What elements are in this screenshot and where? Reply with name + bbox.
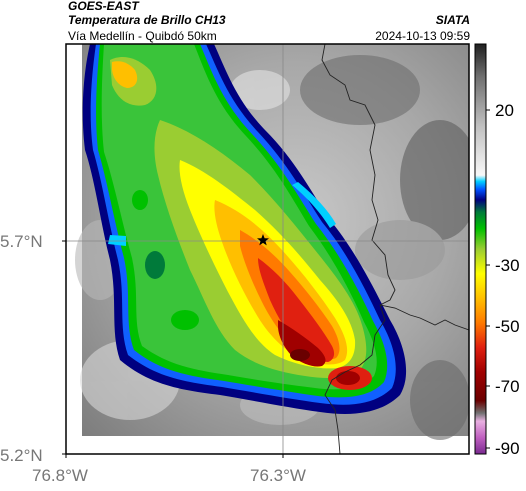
colorbar-label-minus30: -30	[495, 256, 520, 275]
satellite-title: GOES-EAST	[68, 0, 139, 13]
lon-label-76-3: 76.3°W	[250, 466, 306, 485]
colorbar-ticks	[486, 109, 490, 449]
star-icon	[257, 234, 269, 246]
graticule	[66, 44, 469, 454]
colorbar-label-20: 20	[495, 101, 514, 120]
organization-label: SIATA	[435, 13, 470, 27]
region-subtitle: Vía Medellín - Quibdó 50km	[68, 29, 217, 43]
lon-label-76-8: 76.8°W	[32, 466, 88, 485]
colorbar-frame	[474, 43, 487, 455]
colorbar	[475, 44, 486, 454]
storm-fringe-west	[108, 235, 126, 246]
timestamp-label: 2024-10-13 09:59	[375, 29, 470, 43]
lat-label-5-2: 5.2°N	[0, 446, 43, 465]
axis-ticks	[62, 240, 284, 458]
colorbar-label-minus70: -70	[495, 377, 520, 396]
colorbar-label-minus50: -50	[495, 317, 520, 336]
colorbar-label-minus90: -90	[495, 439, 520, 458]
product-title: Temperatura de Brillo CH13	[68, 13, 226, 27]
political-borders	[321, 44, 469, 454]
lat-label-5-7: 5.7°N	[0, 232, 43, 251]
map-frame	[65, 43, 470, 455]
storm-fringe	[292, 182, 336, 228]
